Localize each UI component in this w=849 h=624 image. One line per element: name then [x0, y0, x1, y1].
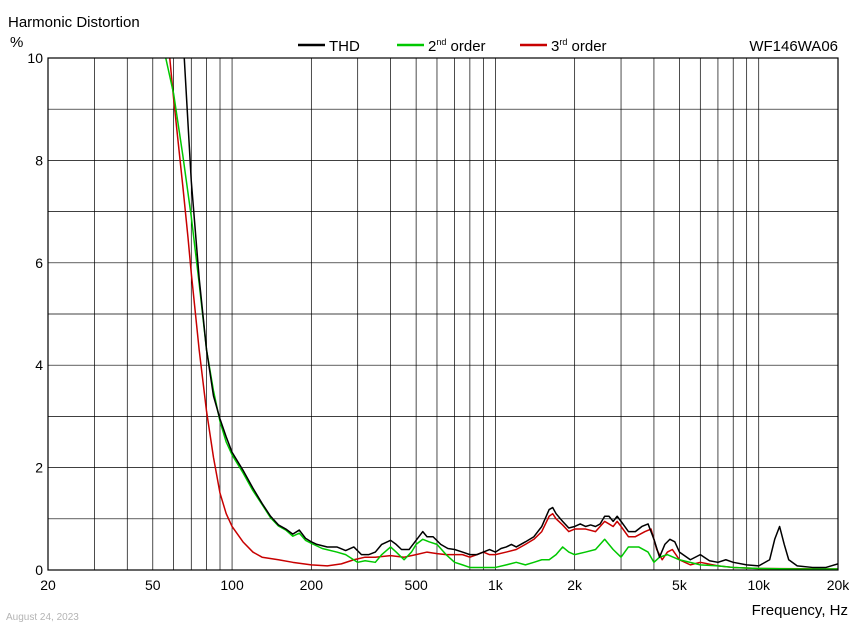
legend: THD 2nd order 3rd order [298, 37, 607, 55]
y-tick-label: 4 [35, 357, 43, 373]
plot-series [165, 58, 838, 570]
x-tick-label: 20 [40, 577, 56, 593]
y-tick-label: 2 [35, 460, 43, 476]
x-tick-label: 20k [827, 577, 849, 593]
series-line-thd [173, 58, 838, 569]
x-tick-labels: 20 50 100 200 500 1k 2k 5k 10k 20k [40, 577, 849, 593]
y-tick-labels: 0 2 4 6 8 10 [27, 50, 43, 578]
legend-label: 3rd order [551, 37, 607, 55]
y-tick-label: 0 [35, 562, 43, 578]
legend-label: 2nd order [428, 37, 486, 55]
chart-title: Harmonic Distortion [8, 14, 140, 31]
x-axis-label: Frequency, Hz [752, 602, 848, 619]
x-tick-label: 5k [672, 577, 688, 593]
y-tick-label: 6 [35, 255, 43, 271]
x-tick-label: 10k [747, 577, 771, 593]
legend-label: THD [329, 38, 360, 55]
x-tick-label: 100 [220, 577, 244, 593]
y-tick-label: 10 [27, 50, 43, 66]
x-tick-label: 50 [145, 577, 161, 593]
x-tick-label: 1k [488, 577, 504, 593]
series-line-3rd-order [169, 58, 838, 570]
model-label: WF146WA06 [749, 38, 838, 55]
y-tick-label: 8 [35, 152, 43, 168]
x-tick-label: 200 [300, 577, 324, 593]
series-line-2nd-order [165, 58, 838, 570]
plot-frame [47, 57, 839, 571]
y-axis-label: % [10, 34, 23, 51]
x-tick-label: 500 [404, 577, 428, 593]
date-stamp: August 24, 2023 [6, 612, 79, 623]
grid [48, 58, 838, 570]
x-tick-label: 2k [567, 577, 583, 593]
